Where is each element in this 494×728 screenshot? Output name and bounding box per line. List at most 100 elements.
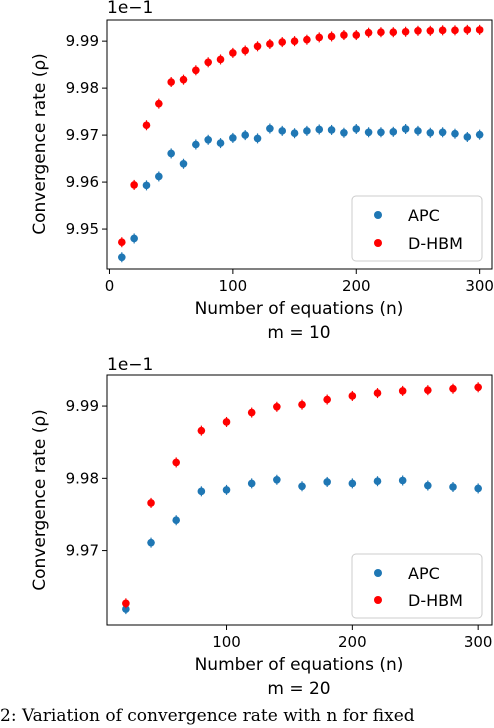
- data-point-dhbm: [172, 457, 180, 468]
- legend-box-m10: [351, 195, 483, 262]
- marker-dhbm: [197, 426, 206, 435]
- data-point-dhbm: [290, 36, 299, 47]
- data-point-dhbm: [253, 41, 262, 52]
- x-ticks-m20: 100 200 300: [212, 625, 492, 651]
- data-point-apc: [192, 139, 200, 150]
- data-point-apc: [377, 127, 385, 138]
- data-point-apc: [118, 252, 126, 263]
- data-point-apc: [327, 124, 336, 135]
- marker-apc: [303, 127, 311, 135]
- legend-box-m20: [351, 553, 483, 619]
- marker-apc: [229, 134, 237, 142]
- data-point-dhbm: [229, 47, 237, 58]
- marker-apc: [424, 481, 432, 490]
- marker-dhbm: [222, 418, 231, 426]
- data-point-dhbm: [155, 98, 163, 109]
- marker-dhbm: [142, 121, 151, 130]
- data-point-apc: [167, 148, 175, 159]
- data-point-dhbm: [352, 30, 361, 41]
- marker-apc: [118, 253, 126, 262]
- marker-dhbm: [118, 238, 126, 247]
- marker-dhbm: [475, 26, 484, 34]
- marker-apc: [348, 479, 357, 488]
- marker-apc: [290, 129, 299, 138]
- marker-dhbm: [130, 181, 138, 189]
- data-point-dhbm: [364, 27, 373, 38]
- data-point-dhbm: [463, 24, 472, 35]
- marker-apc: [253, 134, 262, 143]
- marker-dhbm: [389, 28, 398, 37]
- marker-apc: [278, 127, 287, 135]
- figure-caption: 2: Variation of convergence rate with n …: [0, 706, 415, 726]
- data-point-dhbm: [389, 27, 398, 38]
- data-point-dhbm: [247, 407, 256, 418]
- data-point-dhbm: [298, 399, 306, 410]
- data-point-apc: [323, 476, 331, 487]
- data-point-apc: [142, 180, 151, 191]
- marker-dhbm: [147, 499, 155, 507]
- marker-apc: [373, 477, 382, 486]
- marker-apc: [155, 172, 163, 181]
- data-point-dhbm: [340, 30, 348, 41]
- data-point-dhbm: [192, 65, 200, 76]
- marker-apc: [216, 139, 225, 147]
- x-tick-label: 0: [105, 277, 115, 295]
- marker-dhbm: [179, 75, 188, 84]
- y-ticks-m20: 9.97 9.98 9.99: [66, 397, 107, 560]
- data-point-apc: [451, 128, 459, 139]
- legend-marker-dhbm-m10: [374, 239, 382, 247]
- data-point-apc: [290, 128, 299, 139]
- data-point-apc: [303, 125, 311, 136]
- marker-apc: [130, 234, 138, 243]
- marker-dhbm: [266, 40, 274, 48]
- data-point-apc: [364, 127, 373, 138]
- data-point-apc: [229, 132, 237, 143]
- data-point-apc: [426, 127, 435, 138]
- marker-dhbm: [216, 55, 225, 64]
- marker-dhbm: [340, 31, 348, 39]
- data-point-dhbm: [142, 120, 151, 131]
- x-tick-label: 100: [219, 277, 248, 295]
- marker-dhbm: [167, 78, 175, 86]
- marker-dhbm: [352, 31, 361, 39]
- data-point-dhbm: [179, 74, 188, 85]
- y-ticks-m10: 9.95 9.96 9.97 9.98 9.99: [66, 32, 107, 238]
- marker-apc: [414, 127, 422, 135]
- marker-dhbm: [290, 37, 299, 45]
- data-point-dhbm: [327, 31, 336, 42]
- x-tick-label: 100: [212, 633, 241, 651]
- marker-dhbm: [247, 408, 256, 417]
- x-ticks-m10: 0 100 200 300: [105, 269, 494, 295]
- data-point-dhbm: [398, 385, 407, 396]
- marker-apc: [298, 482, 306, 491]
- marker-apc: [179, 159, 188, 168]
- data-point-dhbm: [438, 25, 447, 36]
- marker-dhbm: [474, 383, 482, 392]
- legend-marker-dhbm-m20: [374, 596, 382, 604]
- x-tick-label: 200: [338, 633, 367, 651]
- x-tick-label: 300: [465, 277, 494, 295]
- marker-dhbm: [401, 27, 410, 36]
- marker-apc: [398, 476, 407, 485]
- y-tick-label: 9.99: [66, 397, 99, 415]
- data-point-apc: [348, 478, 357, 489]
- data-point-apc: [247, 478, 256, 489]
- exponent-label-m20: 1e−1: [107, 355, 153, 375]
- marker-apc: [438, 128, 447, 137]
- marker-apc: [192, 140, 200, 149]
- data-point-dhbm: [266, 38, 274, 49]
- data-point-dhbm: [167, 77, 175, 88]
- data-point-dhbm: [204, 57, 212, 68]
- marker-dhbm: [414, 27, 422, 35]
- legend-label-apc-m20: APC: [408, 564, 440, 583]
- data-point-apc: [401, 123, 410, 134]
- marker-dhbm: [278, 38, 287, 46]
- marker-dhbm: [426, 27, 435, 35]
- data-point-apc: [130, 233, 138, 244]
- marker-dhbm: [463, 26, 472, 34]
- data-point-apc: [475, 129, 484, 140]
- marker-dhbm: [298, 400, 306, 409]
- marker-dhbm: [253, 42, 262, 51]
- data-point-dhbm: [323, 394, 331, 405]
- y-tick-label: 9.98: [66, 79, 99, 97]
